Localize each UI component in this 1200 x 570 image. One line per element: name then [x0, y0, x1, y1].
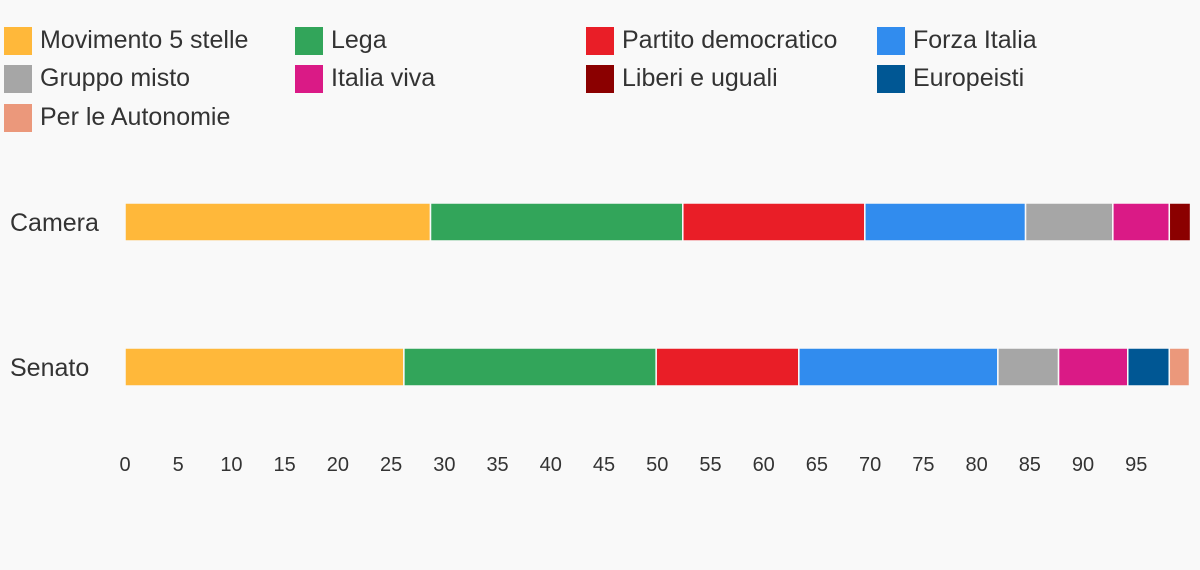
x-tick-label: 50	[646, 454, 668, 476]
bar-segment	[682, 202, 866, 242]
bar-segment	[798, 347, 999, 387]
legend-label: Forza Italia	[913, 26, 1037, 54]
legend-label: Europeisti	[913, 64, 1025, 92]
bar-segment	[997, 347, 1060, 387]
legend-swatch	[586, 64, 614, 93]
x-tick-label: 45	[593, 454, 615, 476]
x-tick-label: 90	[1072, 454, 1094, 476]
legend-item[interactable]: Gruppo misto	[4, 64, 190, 93]
legend-label: Lega	[331, 26, 387, 54]
x-tick-label: 55	[699, 454, 721, 476]
x-tick-label: 85	[1019, 454, 1041, 476]
x-tick-label: 70	[859, 454, 881, 476]
legend-swatch	[586, 26, 614, 55]
x-tick-label: 60	[753, 454, 775, 476]
legend-label: Liberi e uguali	[622, 64, 778, 92]
legend-swatch	[4, 64, 32, 93]
x-tick-label: 75	[912, 454, 934, 476]
legend-swatch	[877, 64, 905, 93]
x-tick-label: 40	[540, 454, 562, 476]
bar-segment	[429, 202, 684, 242]
legend-item[interactable]: Italia viva	[295, 64, 435, 93]
legend-label: Partito democratico	[622, 26, 838, 54]
x-tick-label: 35	[486, 454, 508, 476]
legend-item[interactable]: Movimento 5 stelle	[4, 26, 248, 55]
legend-swatch	[295, 26, 323, 55]
legend-item[interactable]: Lega	[295, 26, 387, 55]
x-tick-label: 25	[380, 454, 402, 476]
x-tick-label: 30	[433, 454, 455, 476]
bar-segment	[1168, 202, 1192, 242]
legend-item[interactable]: Per le Autonomie	[4, 103, 230, 132]
category-label: Senato	[10, 354, 89, 382]
legend-label: Per le Autonomie	[40, 103, 231, 131]
legend-item[interactable]: Partito democratico	[586, 26, 837, 55]
bar-segment	[1057, 347, 1129, 387]
bar-segment	[1127, 347, 1171, 387]
x-tick-label: 0	[119, 454, 130, 476]
legend-item[interactable]: Forza Italia	[877, 26, 1037, 55]
bar-segment	[655, 347, 800, 387]
legend-item[interactable]: Europeisti	[877, 64, 1024, 93]
legend-swatch	[4, 26, 32, 55]
x-tick-label: 95	[1125, 454, 1147, 476]
legend-swatch	[877, 26, 905, 55]
x-tick-label: 10	[220, 454, 242, 476]
legend-label: Gruppo misto	[40, 64, 191, 92]
bar-segment	[1024, 202, 1114, 242]
category-label: Camera	[10, 209, 99, 237]
bar-segment	[403, 347, 657, 387]
x-tick-label: 5	[173, 454, 184, 476]
bar-segment	[1112, 202, 1171, 242]
legend-item[interactable]: Liberi e uguali	[586, 64, 778, 93]
legend-label: Italia viva	[331, 64, 436, 92]
x-tick-label: 20	[327, 454, 349, 476]
bar-segment	[124, 202, 432, 242]
legend-swatch	[295, 64, 323, 93]
bar-segment	[124, 347, 405, 387]
x-tick-label: 15	[274, 454, 296, 476]
bar-segment	[864, 202, 1027, 242]
x-tick-label: 65	[806, 454, 828, 476]
bar-segment	[1168, 347, 1191, 387]
legend-label: Movimento 5 stelle	[40, 26, 249, 54]
x-tick-label: 80	[965, 454, 987, 476]
legend-swatch	[4, 103, 32, 132]
